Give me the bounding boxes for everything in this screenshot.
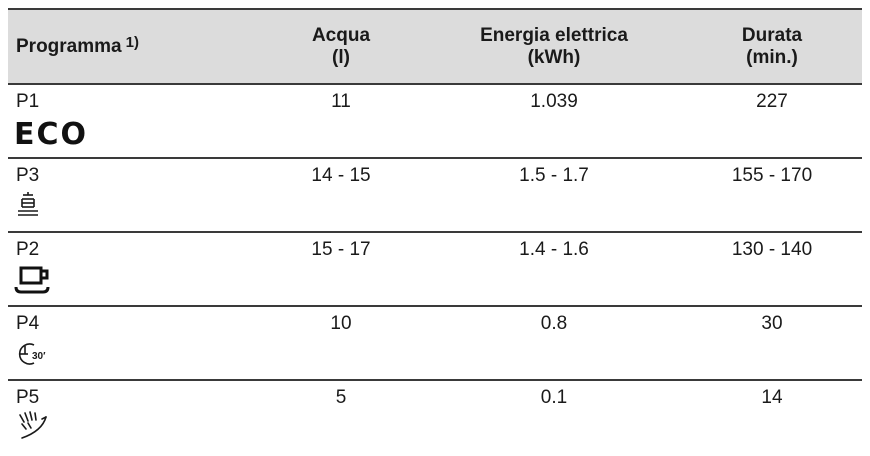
programs-table: Programma 1) Acqua (l) Energia elettrica … bbox=[8, 8, 862, 454]
row-divider bbox=[8, 231, 862, 233]
acqua-value: 10 bbox=[330, 313, 352, 334]
durata-value: 30 bbox=[761, 313, 783, 334]
row-divider bbox=[8, 157, 862, 159]
header-durata: Durata (min.) bbox=[682, 10, 862, 83]
header-energia-unit: (kWh) bbox=[527, 46, 581, 68]
table-row-p2: P2 15 - 17 1.4 - 1.6 130 - 140 bbox=[8, 233, 862, 305]
durata-value: 227 bbox=[756, 91, 788, 112]
energia-value: 1.4 - 1.6 bbox=[519, 239, 589, 260]
program-code: P1 bbox=[16, 91, 40, 112]
header-acqua-unit: (l) bbox=[332, 46, 350, 68]
acqua-value: 11 bbox=[331, 91, 351, 112]
row-divider bbox=[8, 305, 862, 307]
row-divider bbox=[8, 83, 862, 85]
table-row-p3: P3 14 - 15 1.5 - 1.7 155 - 170 bbox=[8, 159, 862, 231]
acqua-value: 5 bbox=[335, 387, 347, 408]
header-energia: Energia elettrica (kWh) bbox=[426, 10, 682, 83]
program-code: P2 bbox=[16, 239, 40, 260]
rinse-spray-icon bbox=[19, 411, 47, 439]
table-header: Programma 1) Acqua (l) Energia elettrica … bbox=[8, 8, 862, 83]
table-row-p5: P5 5 0.1 14 bbox=[8, 381, 862, 453]
header-programma: Programma 1) bbox=[16, 10, 256, 83]
timer-30-label: 30′ bbox=[32, 351, 46, 362]
program-code: P5 bbox=[16, 387, 40, 408]
header-energia-label: Energia elettrica bbox=[480, 24, 628, 46]
table-row-p4: P4 30′ 10 0.8 30 bbox=[8, 307, 862, 379]
cup-icon bbox=[14, 266, 50, 294]
header-durata-label: Durata bbox=[741, 24, 803, 46]
header-durata-unit: (min.) bbox=[746, 46, 798, 68]
acqua-value: 15 - 17 bbox=[311, 239, 371, 260]
energia-value: 1.5 - 1.7 bbox=[519, 165, 589, 186]
header-acqua: Acqua (l) bbox=[256, 10, 426, 83]
timer-30-icon: 30′ bbox=[18, 343, 46, 365]
energia-value: 0.8 bbox=[540, 313, 568, 334]
table-row-p1: P1 ECO 11 1.039 227 bbox=[8, 85, 862, 157]
eco-label: ECO bbox=[14, 117, 89, 152]
energia-value: 1.039 bbox=[530, 91, 578, 112]
energia-value: 0.1 bbox=[540, 387, 568, 408]
header-acqua-label: Acqua bbox=[311, 24, 371, 46]
dishes-stack-icon bbox=[18, 192, 38, 216]
durata-value: 14 bbox=[761, 387, 783, 408]
program-code: P3 bbox=[16, 165, 40, 186]
row-divider bbox=[8, 379, 862, 381]
footnote-marker: 1) bbox=[125, 33, 139, 51]
header-programma-label: Programma bbox=[16, 35, 122, 57]
durata-value: 130 - 140 bbox=[731, 239, 813, 260]
acqua-value: 14 - 15 bbox=[311, 165, 371, 186]
durata-value: 155 - 170 bbox=[731, 165, 813, 186]
program-code: P4 bbox=[16, 313, 40, 334]
